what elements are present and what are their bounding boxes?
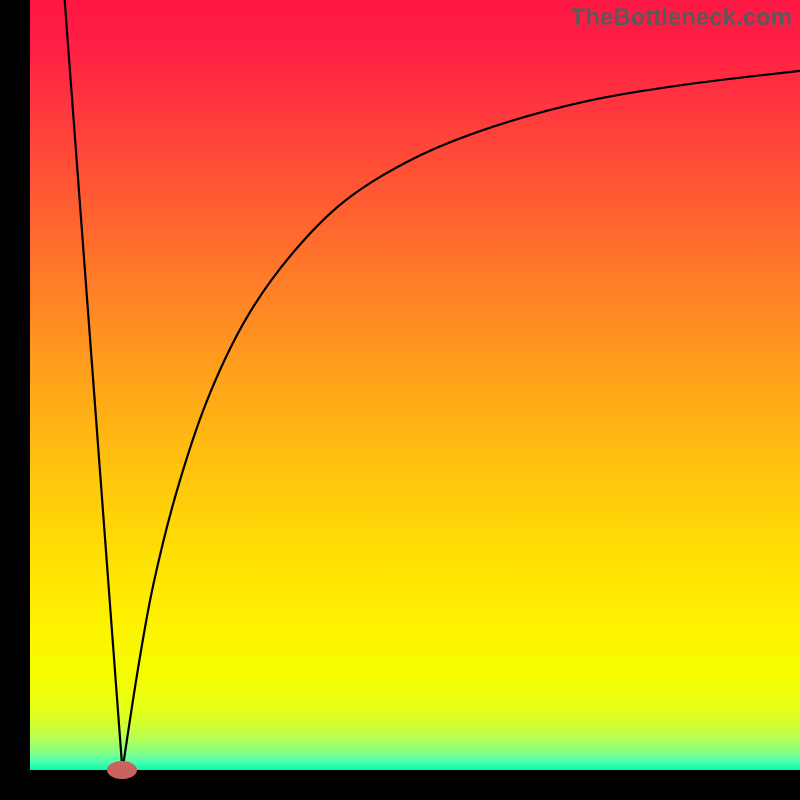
- optimum-marker: [107, 761, 137, 779]
- chart-container: TheBottleneck.com: [0, 0, 800, 800]
- watermark-text: TheBottleneck.com: [571, 4, 792, 32]
- curves-svg: [30, 0, 800, 770]
- right-curve: [122, 71, 800, 770]
- left-curve: [65, 0, 123, 770]
- plot-area: [30, 0, 800, 770]
